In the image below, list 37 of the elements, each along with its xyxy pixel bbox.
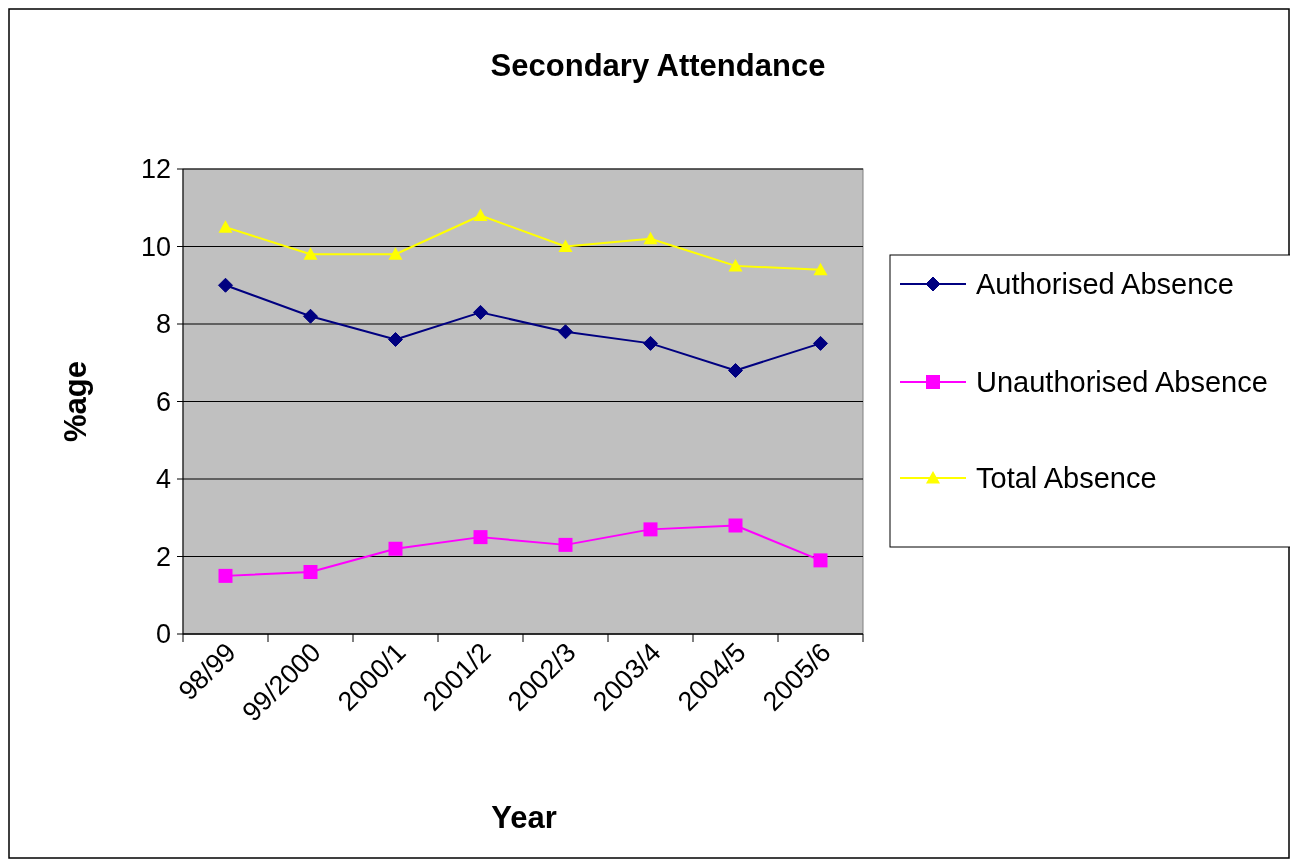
y-tick-label: 2: [155, 541, 171, 572]
point: [728, 518, 743, 533]
point: [473, 208, 488, 222]
point: [813, 553, 828, 568]
point: [643, 522, 658, 537]
y-tick-label: 0: [155, 619, 171, 650]
point: [728, 258, 743, 272]
y-tick-label: 8: [155, 309, 171, 340]
point: [218, 277, 233, 293]
point: [728, 363, 743, 378]
point: [218, 220, 233, 233]
point: [388, 332, 403, 347]
point: [558, 537, 573, 552]
y-tick-label: 4: [155, 464, 171, 495]
y-tick-label: 6: [155, 386, 171, 417]
legend-label: Unauthorised Absence: [976, 366, 1268, 399]
y-tick-label: 10: [140, 231, 171, 262]
point: [303, 247, 318, 260]
point: [388, 247, 403, 260]
y-tick-label: 12: [140, 154, 171, 185]
legend-label: Authorised Absence: [976, 268, 1234, 301]
point: [303, 308, 318, 324]
chart-title: Secondary Attendance: [490, 48, 826, 83]
point: [813, 262, 828, 276]
point: [473, 304, 488, 320]
point: [388, 541, 403, 556]
point: [643, 335, 658, 351]
point: [558, 239, 573, 253]
legend-label: Total Absence: [976, 462, 1157, 495]
point: [643, 231, 658, 245]
point: [813, 335, 828, 351]
y-axis-title: %age: [58, 361, 93, 442]
point: [473, 530, 488, 545]
point: [558, 324, 573, 340]
point: [303, 565, 318, 579]
x-axis-title: Year: [491, 800, 557, 835]
point: [218, 568, 233, 583]
